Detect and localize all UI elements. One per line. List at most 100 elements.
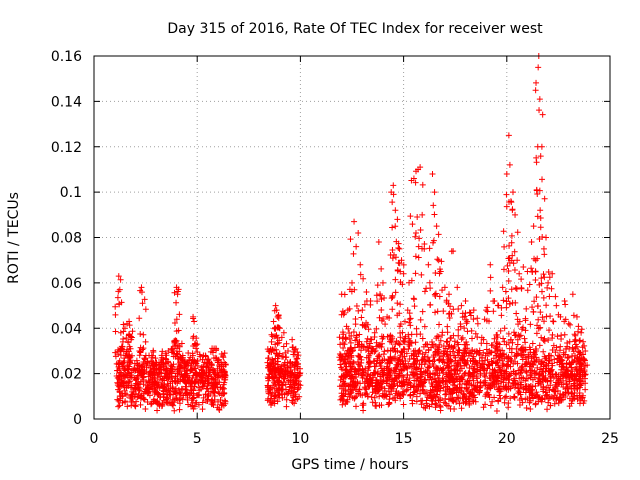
data-point-trail — [412, 253, 419, 260]
data-point-trail — [483, 340, 490, 347]
data-point-band — [547, 367, 554, 374]
data-point-band — [373, 325, 380, 332]
data-point-trail — [539, 176, 546, 183]
data-point — [272, 302, 279, 309]
data-point-band — [485, 391, 492, 398]
data-point-band — [199, 399, 206, 406]
data-point-trail — [530, 349, 537, 356]
data-point-band — [264, 382, 271, 389]
data-point-band — [365, 354, 372, 361]
data-point-band — [505, 379, 512, 386]
data-point-trail — [218, 369, 225, 376]
data-point — [433, 223, 440, 230]
data-point-trail — [432, 309, 439, 316]
data-point-band — [432, 394, 439, 401]
data-point-band — [463, 381, 470, 388]
data-point-band — [563, 381, 570, 388]
data-point-band — [144, 382, 151, 389]
data-point-band — [510, 360, 517, 367]
data-point-band — [275, 391, 282, 398]
data-point-trail — [541, 251, 548, 258]
data-point-band — [523, 405, 530, 412]
data-point-band — [452, 366, 459, 373]
data-point-band — [532, 345, 539, 352]
data-point-band — [563, 380, 570, 387]
data-point — [398, 257, 405, 264]
data-point-trail — [365, 364, 372, 371]
data-point-band — [436, 402, 443, 409]
data-point-trail — [530, 308, 537, 315]
data-point-band — [479, 357, 486, 364]
data-point-band — [114, 396, 121, 403]
data-point-trail — [564, 368, 571, 375]
data-point-trail — [508, 286, 515, 293]
data-point-trail — [117, 276, 124, 283]
data-point-trail — [112, 311, 119, 318]
data-point-band — [164, 380, 171, 387]
data-point-trail — [554, 333, 561, 340]
data-point-trail — [371, 334, 378, 341]
data-point-trail — [508, 349, 515, 356]
data-point-trail — [387, 338, 394, 345]
data-point-trail — [447, 303, 454, 310]
data-point-band — [497, 367, 504, 374]
data-point-band — [486, 370, 493, 377]
data-point-band — [523, 387, 530, 394]
data-point-trail — [361, 322, 368, 329]
data-point-trail — [532, 87, 539, 94]
data-point-band — [289, 385, 296, 392]
data-point-trail — [372, 347, 379, 354]
data-point-band — [286, 377, 293, 384]
data-point-band — [432, 400, 439, 407]
data-point-band — [446, 371, 453, 378]
data-point-band — [564, 355, 571, 362]
data-point — [506, 161, 513, 168]
data-point-band — [295, 352, 302, 359]
data-point-band — [148, 401, 155, 408]
data-point-band — [456, 378, 463, 385]
data-point-band — [204, 385, 211, 392]
data-point-trail — [140, 331, 147, 338]
data-point-band — [531, 374, 538, 381]
data-point-band — [435, 382, 442, 389]
data-point-band — [362, 385, 369, 392]
data-point-band — [462, 396, 469, 403]
data-point-band — [428, 394, 435, 401]
data-point-trail — [415, 243, 422, 250]
data-point-trail — [405, 345, 412, 352]
data-point-trail — [444, 339, 451, 346]
data-point-trail — [143, 364, 150, 371]
data-point-trail — [540, 271, 547, 278]
data-point-band — [516, 385, 523, 392]
grid — [94, 56, 610, 419]
data-point-trail — [173, 316, 180, 323]
data-point-trail — [380, 316, 387, 323]
data-point — [514, 257, 521, 264]
x-tick-label: 25 — [601, 431, 619, 447]
data-point-band — [448, 334, 455, 341]
data-point-band — [152, 389, 159, 396]
data-point-band — [480, 404, 487, 411]
data-point-band — [152, 379, 159, 386]
data-point-trail — [289, 344, 296, 351]
data-point-band — [211, 367, 218, 374]
data-point-trail — [546, 274, 553, 281]
y-tick-label: 0.04 — [51, 321, 82, 337]
data-point-trail — [454, 349, 461, 356]
data-point-band — [189, 395, 196, 402]
data-point-band — [218, 401, 225, 408]
data-point — [483, 307, 490, 314]
data-point-trail — [533, 79, 540, 86]
data-point-trail — [386, 366, 393, 373]
data-point-trail — [348, 345, 355, 352]
data-point-trail — [275, 365, 282, 372]
data-point-trail — [394, 300, 401, 307]
data-point-band — [132, 403, 139, 410]
data-point-band — [271, 395, 278, 402]
data-points — [112, 53, 591, 415]
data-point-trail — [512, 285, 519, 292]
data-point-band — [562, 389, 569, 396]
data-point-trail — [115, 361, 122, 368]
data-point-trail — [365, 326, 372, 333]
data-point-trail — [464, 328, 471, 335]
